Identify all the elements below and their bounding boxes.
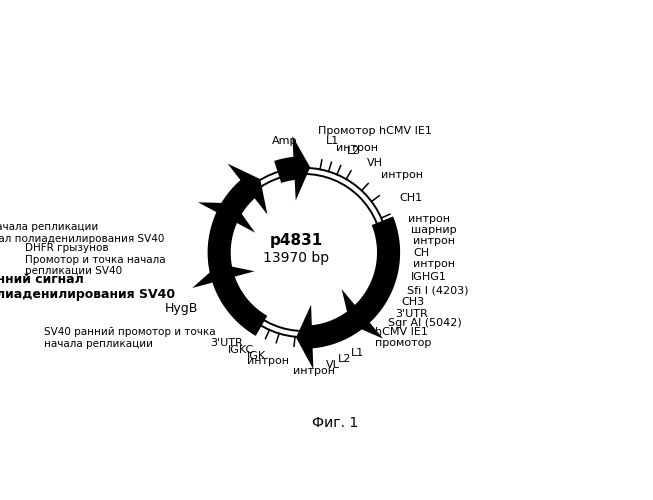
Text: VL: VL bbox=[326, 360, 340, 370]
Text: CH1: CH1 bbox=[399, 192, 422, 202]
Text: интрон: интрон bbox=[293, 366, 335, 376]
Text: pUC точка начала репликации
Ранний сигнал полиаденилирования SV40: pUC точка начала репликации Ранний сигна… bbox=[0, 222, 165, 244]
Text: Промотор hCMV IE1: Промотор hCMV IE1 bbox=[318, 126, 432, 136]
Text: L2: L2 bbox=[338, 354, 352, 364]
Polygon shape bbox=[208, 208, 239, 272]
Polygon shape bbox=[342, 289, 383, 339]
Polygon shape bbox=[306, 310, 363, 348]
Text: DHFR грызунов
Промотор и точка начала
репликации SV40: DHFR грызунов Промотор и точка начала ре… bbox=[25, 243, 165, 276]
Polygon shape bbox=[211, 272, 267, 336]
Text: p4831: p4831 bbox=[270, 234, 323, 248]
Polygon shape bbox=[192, 264, 255, 288]
Text: интрон: интрон bbox=[413, 236, 455, 246]
Text: Sfi I (4203): Sfi I (4203) bbox=[407, 285, 468, 295]
Polygon shape bbox=[274, 156, 300, 183]
Text: интрон: интрон bbox=[381, 170, 423, 180]
Text: IGHG1: IGHG1 bbox=[411, 272, 447, 282]
Text: Ранний сигнал
полиаденилирования SV40: Ранний сигнал полиаденилирования SV40 bbox=[0, 273, 176, 301]
Text: 13970 bp: 13970 bp bbox=[263, 252, 329, 266]
Text: IGK: IGK bbox=[247, 350, 266, 360]
Polygon shape bbox=[198, 202, 255, 232]
Text: 3'UTR: 3'UTR bbox=[395, 309, 428, 319]
Text: интрон: интрон bbox=[247, 356, 289, 366]
Polygon shape bbox=[296, 304, 313, 370]
Text: интрон: интрон bbox=[336, 142, 378, 152]
Text: L1: L1 bbox=[351, 348, 364, 358]
Text: CH: CH bbox=[413, 248, 430, 258]
Text: VH: VH bbox=[367, 158, 383, 168]
Text: Фиг. 1: Фиг. 1 bbox=[311, 416, 358, 430]
Text: шарнир: шарнир bbox=[411, 224, 457, 234]
Text: hCMV IE1
промотор: hCMV IE1 промотор bbox=[375, 326, 432, 348]
Text: 3'UTR: 3'UTR bbox=[210, 338, 242, 348]
Polygon shape bbox=[293, 136, 310, 200]
Text: Sgr AI (5042): Sgr AI (5042) bbox=[388, 318, 462, 328]
Text: HygB: HygB bbox=[165, 302, 199, 315]
Text: SV40 ранний промотор и точка
начала репликации: SV40 ранний промотор и точка начала репл… bbox=[44, 328, 215, 349]
Text: интрон: интрон bbox=[408, 214, 450, 224]
Text: интрон: интрон bbox=[413, 259, 455, 269]
Polygon shape bbox=[351, 216, 400, 326]
Text: CH3: CH3 bbox=[402, 298, 424, 308]
Polygon shape bbox=[227, 164, 267, 214]
Text: L1: L1 bbox=[326, 136, 339, 146]
Text: IGKC: IGKC bbox=[228, 346, 254, 356]
Text: Amp: Amp bbox=[272, 136, 298, 146]
Text: L2: L2 bbox=[347, 146, 360, 156]
Polygon shape bbox=[217, 176, 259, 222]
